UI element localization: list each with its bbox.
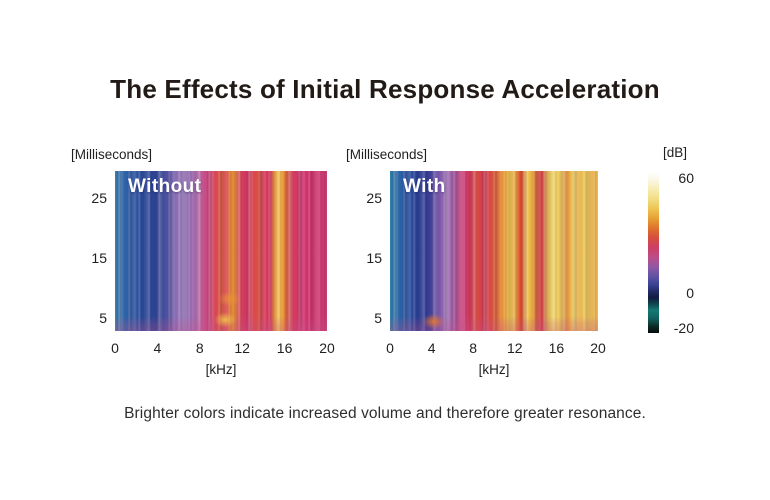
- y-tick-label: 15: [91, 250, 107, 267]
- y-axis-ticks: 25 15 5: [352, 171, 382, 331]
- colorbar-tick-label: 60: [678, 170, 694, 186]
- x-tick-label: 20: [590, 340, 606, 356]
- condition-label-with: With: [403, 176, 446, 197]
- x-tick-label: 8: [195, 340, 204, 356]
- colorbar-tick-label: 0: [686, 284, 694, 301]
- x-tick-label: 0: [111, 340, 119, 356]
- y-tick-label: 15: [366, 250, 382, 267]
- x-tick-label: 12: [507, 340, 523, 356]
- colorbar-ticks: 60 0 -20: [662, 170, 694, 336]
- page-title: The Effects of Initial Response Accelera…: [110, 74, 660, 104]
- figure-caption: Brighter colors indicate increased volum…: [124, 405, 646, 422]
- x-tick-label: 20: [319, 340, 335, 356]
- x-tick-label: 12: [234, 340, 250, 356]
- x-tick-label: 16: [276, 340, 293, 356]
- y-axis-label: [Milliseconds]: [346, 147, 428, 162]
- x-tick-label: 0: [386, 340, 394, 356]
- colorbar-gradient: [648, 172, 659, 333]
- colorbar-unit-label: [dB]: [663, 145, 688, 160]
- colorbar: [dB] 60 0 -20: [648, 145, 708, 345]
- y-tick-label: 5: [99, 310, 107, 327]
- x-tick-label: 4: [153, 340, 162, 356]
- x-axis-ticks: 0 4 8 12 16 20: [386, 331, 606, 356]
- y-axis-ticks: 25 15 5: [77, 171, 107, 331]
- y-tick-label: 5: [374, 310, 382, 327]
- x-tick-label: 16: [548, 340, 565, 356]
- x-axis-label: [kHz]: [205, 362, 237, 377]
- x-tick-label: 4: [427, 340, 436, 356]
- condition-label-without: Without: [128, 176, 202, 197]
- y-axis-label: [Milliseconds]: [71, 147, 153, 162]
- spectrogram-without-plot: Without: [115, 171, 327, 331]
- spectrogram-with: [Milliseconds] With 25 15 5 0 4 8 12 16 20 [kHz…: [346, 147, 606, 377]
- y-tick-label: 25: [91, 190, 107, 207]
- colorbar-tick-label: -20: [673, 320, 694, 336]
- x-tick-label: 8: [469, 340, 478, 356]
- spectrogram-with-plot: With: [390, 171, 598, 331]
- y-tick-label: 25: [366, 190, 382, 207]
- spectrogram-without: [Milliseconds] Without 25 15 5 0 4 8 12 16 20 […: [71, 147, 335, 377]
- x-axis-ticks: 0 4 8 12 16 20: [111, 331, 335, 356]
- x-axis-label: [kHz]: [478, 362, 510, 377]
